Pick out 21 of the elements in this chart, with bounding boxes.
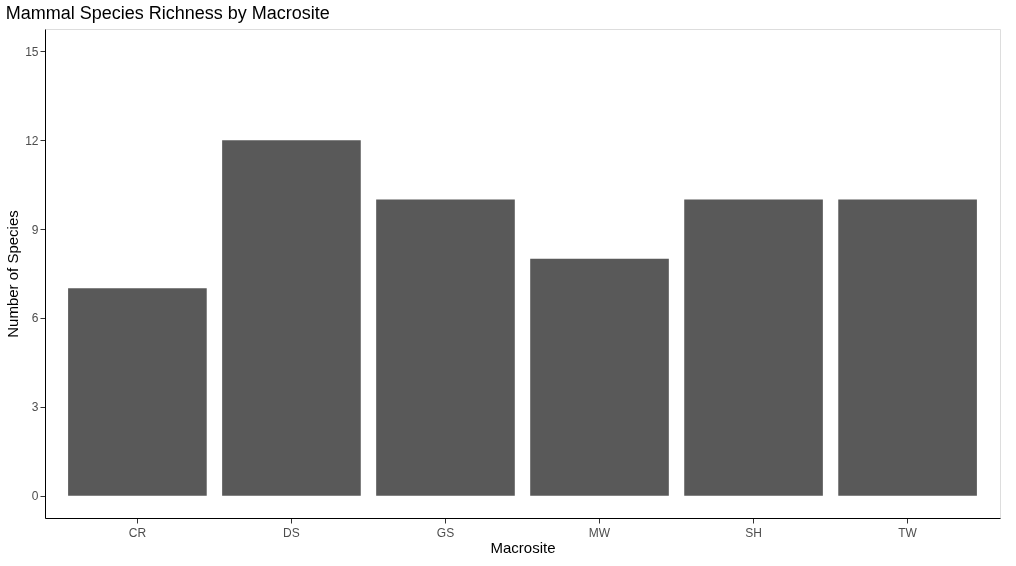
bar bbox=[376, 199, 515, 496]
x-tick-label: SH bbox=[745, 525, 762, 540]
bar bbox=[68, 288, 207, 496]
y-tick-label: 0 bbox=[31, 489, 39, 504]
x-tick-label: DS bbox=[283, 525, 300, 540]
y-tick-label: 12 bbox=[25, 133, 39, 148]
y-tick-label: 15 bbox=[25, 44, 39, 59]
y-tick-label: 6 bbox=[31, 311, 39, 326]
chart-title: Mammal Species Richness by Macrosite bbox=[5, 3, 330, 23]
x-tick-label: GS bbox=[436, 525, 455, 540]
bar bbox=[530, 258, 669, 496]
y-tick-label: 9 bbox=[31, 222, 39, 237]
y-axis-title: Number of Species bbox=[4, 210, 22, 338]
bar bbox=[838, 199, 977, 496]
x-tick-label: CR bbox=[128, 525, 147, 540]
bar bbox=[684, 199, 823, 496]
bar bbox=[222, 140, 361, 496]
x-tick-label: MW bbox=[588, 525, 611, 540]
y-tick-label: 3 bbox=[31, 400, 39, 415]
x-axis-title: Macrosite bbox=[490, 538, 556, 556]
x-tick-label: TW bbox=[898, 525, 918, 540]
